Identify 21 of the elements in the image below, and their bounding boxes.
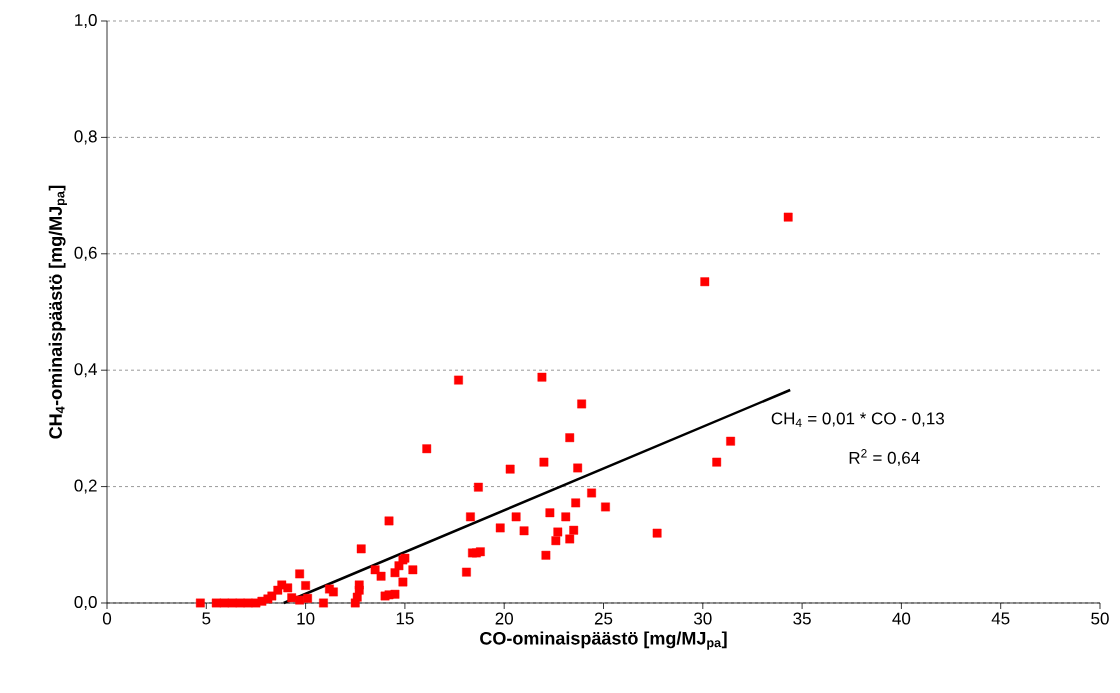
x-tick-label: 5: [202, 612, 211, 625]
y-tick-label: 0,0: [74, 595, 97, 611]
x-tick-label: 50: [1091, 612, 1109, 625]
x-tick-label: 0: [102, 612, 112, 625]
y-tick-label: 0,8: [74, 130, 97, 145]
y-tick-label: 1,0: [75, 13, 97, 29]
y-tick-label: 0,2: [74, 479, 97, 494]
x-tick-label: 35: [793, 612, 811, 625]
x-tick-label: 20: [495, 612, 513, 625]
x-tick-label: 40: [892, 612, 911, 625]
y-axis-title: CH$_{4}$-ominaispäästö [mg/MJ$_{pa}$]: [48, 185, 67, 439]
y-tick-label: 0,6: [74, 246, 97, 261]
x-tick-label: 30: [693, 612, 712, 625]
x-tick-label: 10: [297, 612, 315, 625]
x-tick-label: 45: [991, 612, 1010, 625]
annotation: R$^{2}$ = 0,64: [849, 449, 920, 466]
annotation: CH$_{4}$ = 0,01 * CO - 0,13: [771, 412, 944, 427]
x-tick-label: 25: [594, 612, 613, 625]
x-axis-title: CO-ominaispäästö [mg/MJ$_{pa}$]: [480, 631, 727, 650]
y-tick-label: 0,4: [74, 363, 97, 378]
x-tick-label: 15: [396, 612, 414, 625]
